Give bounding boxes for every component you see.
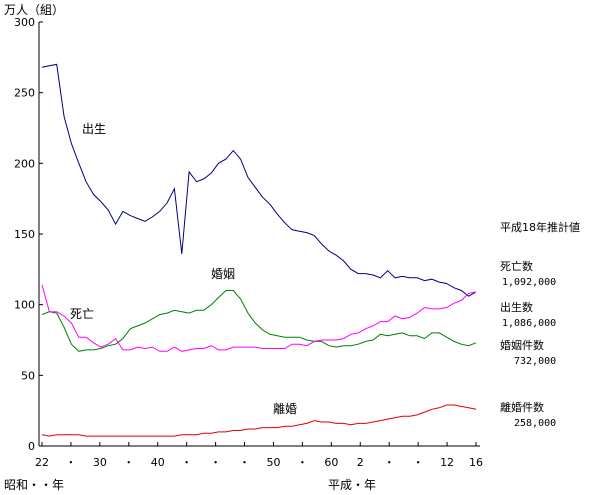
annotation-divorces-value: 258,000 (514, 418, 556, 429)
x-tick-label: ・ (297, 456, 308, 469)
annotation-deaths-label: 死亡数 (500, 259, 533, 273)
x-tick-label: 60 (324, 456, 338, 469)
curve-label-births: 出生 (82, 122, 106, 136)
annotation-deaths-value: 1,092,000 (502, 277, 556, 288)
curve-label-marriages: 婚姻 (211, 266, 235, 281)
x-tick-label: ・ (384, 456, 395, 469)
y-tick-label: 0 (28, 440, 35, 453)
x-tick-label: ・ (413, 456, 424, 469)
annotation-marriages-value: 732,000 (514, 356, 556, 367)
x-tick-label: 16 (469, 456, 483, 469)
x-tick-label: 22 (35, 456, 49, 469)
curve-label-deaths: 死亡 (70, 307, 94, 321)
y-tick-label: 50 (21, 369, 35, 382)
y-axis-label: 万人（組） (4, 3, 64, 17)
annotation-divorces-label: 離婚件数 (500, 400, 544, 414)
y-tick-label: 250 (14, 87, 35, 100)
annotation-births-label: 出生数 (500, 300, 533, 314)
x-tick-label: ・ (123, 456, 134, 469)
x-tick-label: ・ (210, 456, 221, 469)
deaths-line (41, 284, 477, 352)
x-era-label-heisei: 平成・年 (328, 478, 376, 492)
curve-label-divorces: 離婚 (273, 402, 297, 416)
y-tick-label: 200 (14, 157, 35, 170)
x-tick-label: 40 (151, 456, 165, 469)
x-tick-label: 50 (266, 456, 280, 469)
series-lines (41, 63, 477, 437)
y-tick-label: 100 (14, 299, 35, 312)
x-tick-label: 2 (357, 456, 364, 469)
births-line (41, 63, 477, 297)
annotation-header: 平成18年推計値 (500, 220, 580, 234)
y-ticks: 0 50 100 150 200 250 300 (14, 16, 43, 453)
divorces-line (41, 404, 477, 437)
x-tick-label: 12 (440, 456, 454, 469)
y-tick-label: 150 (14, 228, 35, 241)
x-tick-label: ・ (181, 456, 192, 469)
y-tick-label: 300 (14, 16, 35, 29)
x-tick-label: ・ (65, 456, 76, 469)
x-ticks: 22 ・ 30 ・ 40 ・ ・ ・ 50 ・ 60 2 ・ ・ 12 16 (35, 442, 483, 469)
x-tick-label: 30 (93, 456, 107, 469)
x-era-label-showa: 昭和・・年 (4, 478, 64, 492)
annotation-marriages-label: 婚姻件数 (500, 338, 544, 352)
annotation-births-value: 1,086,000 (502, 318, 556, 329)
x-tick-label: ・ (239, 456, 250, 469)
marriages-line (41, 290, 477, 352)
